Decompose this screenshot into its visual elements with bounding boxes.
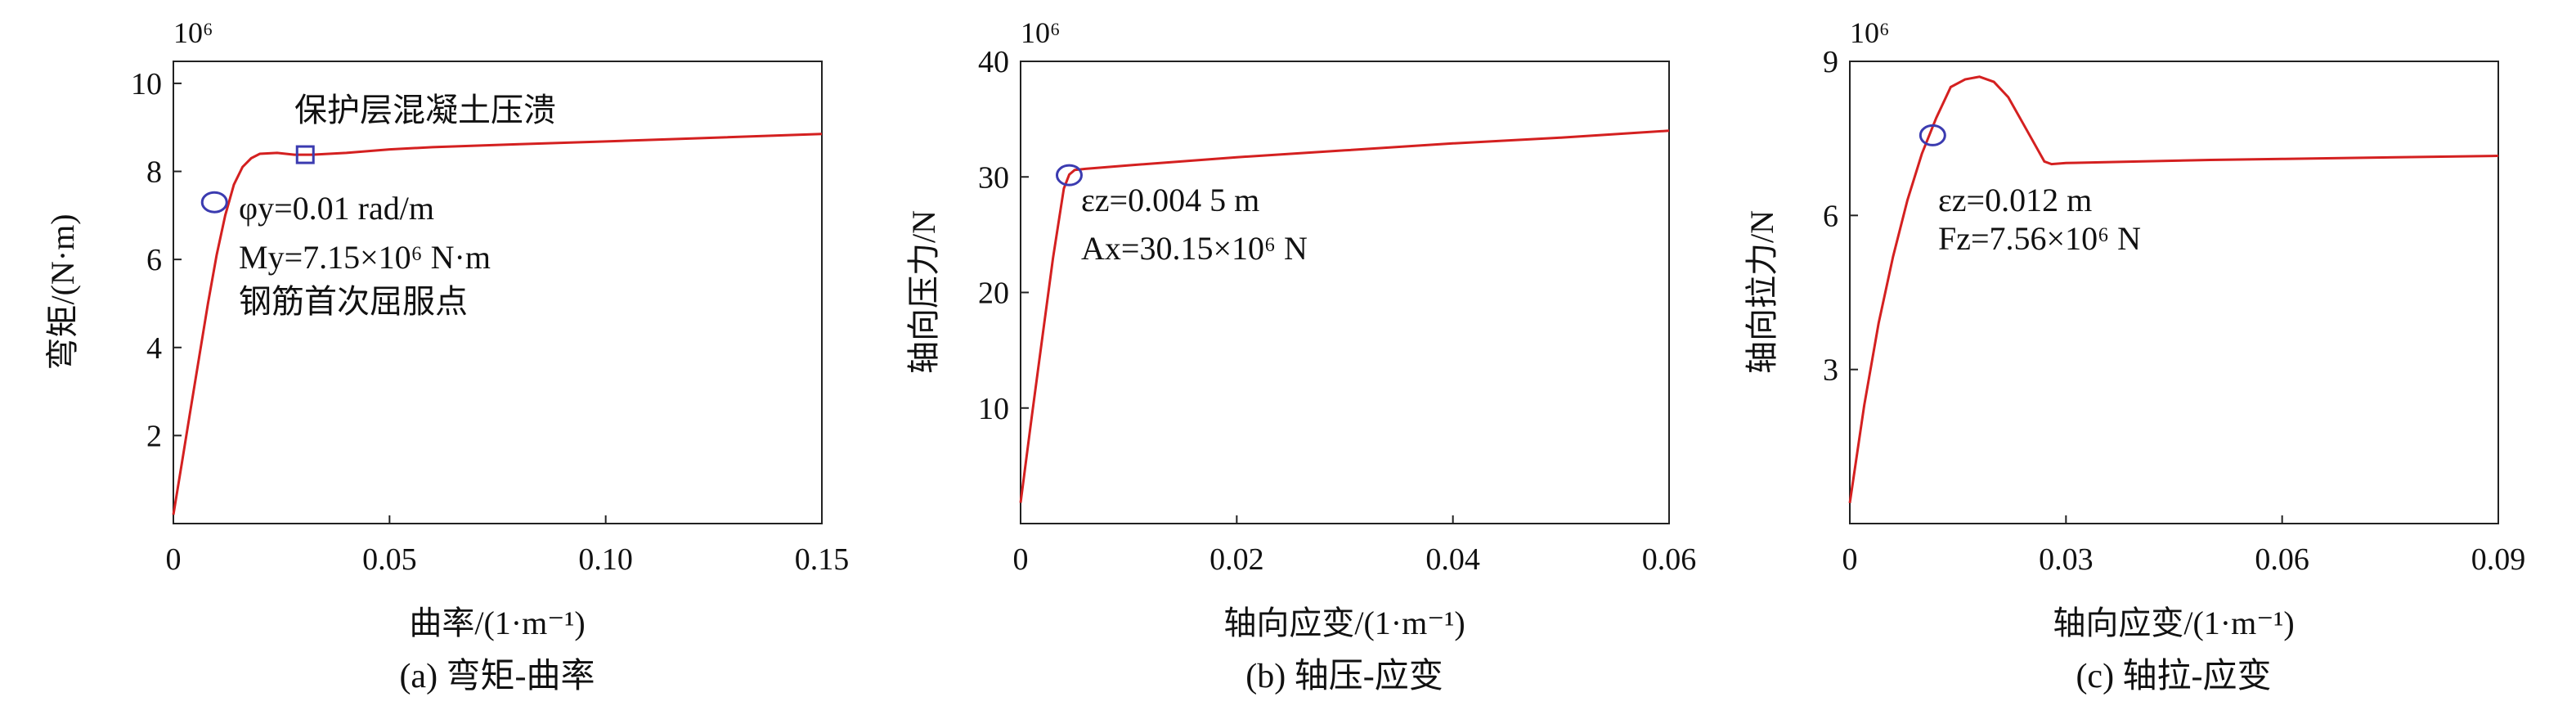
- x-axis-label: 轴向应变/(1·m⁻¹): [2053, 605, 2294, 641]
- annotation-crush: 保护层混凝土压溃: [294, 92, 556, 128]
- y-tick-label: 4: [146, 331, 162, 366]
- curve-moment-curvature: [172, 133, 823, 515]
- x-tick-label: 0.09: [2471, 542, 2526, 577]
- markers: [1055, 164, 1083, 187]
- x-tick-label: 0: [1013, 542, 1029, 577]
- x-ticks: 0 0.02 0.04 0.06: [1013, 515, 1697, 577]
- markers: [200, 145, 315, 214]
- y-tick-label: 2: [146, 419, 162, 453]
- y-ticks: 3 6 9: [1823, 45, 1858, 388]
- annotation-epsz: εz=0.004 5 m: [1081, 182, 1259, 218]
- y-ticks: 10 20 30 40: [978, 45, 1029, 426]
- x-tick-label: 0.05: [362, 542, 417, 577]
- marker-circle: [1055, 164, 1083, 187]
- x-ticks: 0 0.05 0.10 0.15: [166, 515, 850, 577]
- y-axis-label: 轴向拉力/N: [1744, 210, 1780, 374]
- caption: (b) 轴压-应变: [1245, 657, 1443, 695]
- y-ticks: 2 4 6 8 10: [131, 67, 182, 453]
- y-multiplier: 10⁶: [173, 16, 213, 49]
- y-multiplier: 10⁶: [1021, 16, 1061, 49]
- marker-square: [295, 145, 315, 164]
- y-axis-label: 轴向压力/N: [905, 210, 942, 374]
- panel-a: 0 0.05 0.10 0.15 2 4 6 8 10 10⁶ 保护层混凝土压溃 φy=0.0…: [44, 16, 849, 695]
- marker-circle: [1919, 124, 1946, 146]
- plot-frame: [1020, 61, 1670, 524]
- plot-frame: [1849, 61, 2499, 524]
- annotation-yield: 钢筋首次屈服点: [239, 283, 468, 320]
- curve-axial-tension: [1848, 75, 2499, 504]
- x-tick-label: 0.15: [795, 542, 850, 577]
- caption: (c) 轴拉-应变: [2076, 657, 2271, 695]
- plot-frame: [173, 61, 823, 524]
- markers: [1919, 124, 1946, 146]
- y-tick-label: 8: [146, 155, 162, 190]
- x-tick-label: 0.06: [2255, 542, 2309, 577]
- caption: (a) 弯矩-曲率: [399, 657, 595, 695]
- x-tick-label: 0.03: [2039, 542, 2094, 577]
- x-axis-label: 轴向应变/(1·m⁻¹): [1223, 605, 1465, 641]
- y-tick-label: 30: [978, 160, 1009, 195]
- y-tick-label: 3: [1823, 353, 1838, 388]
- y-tick-label: 9: [1823, 45, 1838, 79]
- y-tick-label: 6: [1823, 199, 1838, 233]
- x-tick-label: 0.04: [1425, 542, 1480, 577]
- annotation-ax: Ax=30.15×10⁶ N: [1081, 230, 1308, 267]
- y-tick-label: 40: [978, 45, 1009, 79]
- x-ticks: 0 0.03 0.06 0.09: [1842, 515, 2526, 577]
- y-multiplier: 10⁶: [1850, 16, 1890, 49]
- y-tick-label: 10: [978, 392, 1009, 426]
- x-tick-label: 0.06: [1642, 542, 1697, 577]
- x-tick-label: 0.10: [578, 542, 633, 577]
- annotation-phiy: φy=0.01 rad/m: [239, 190, 434, 227]
- x-tick-label: 0: [166, 542, 182, 577]
- y-tick-label: 6: [146, 243, 162, 277]
- annotation-epsz: εz=0.012 m: [1938, 182, 2092, 218]
- panel-c: 0 0.03 0.06 0.09 3 6 9 10⁶ εz=0.012 m Fz=7.56…: [1744, 16, 2525, 695]
- x-axis-label: 曲率/(1·m⁻¹): [409, 605, 585, 641]
- annotation-my: My=7.15×10⁶ N·m: [239, 239, 491, 276]
- marker-circle: [200, 191, 228, 214]
- annotation-fz: Fz=7.56×10⁶ N: [1938, 220, 2141, 257]
- x-tick-label: 0.02: [1209, 542, 1264, 577]
- x-tick-label: 0: [1842, 542, 1858, 577]
- y-tick-label: 10: [131, 67, 162, 101]
- y-axis-label: 弯矩/(N·m): [44, 214, 81, 370]
- y-tick-label: 20: [978, 277, 1009, 311]
